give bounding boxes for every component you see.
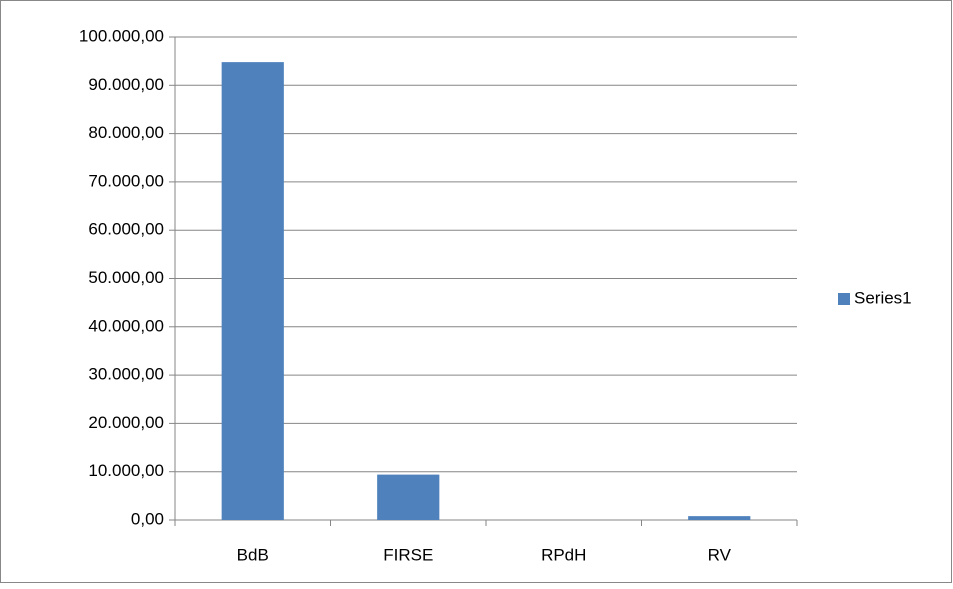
y-tick-label: 100.000,00 — [79, 26, 164, 45]
y-tick-label: 90.000,00 — [88, 75, 164, 94]
y-tick-label: 60.000,00 — [88, 220, 164, 239]
y-tick-label: 80.000,00 — [88, 123, 164, 142]
legend-label: Series1 — [854, 288, 912, 307]
bar — [221, 62, 284, 521]
y-tick-label: 10.000,00 — [88, 461, 164, 480]
y-tick-label: 70.000,00 — [88, 171, 164, 190]
y-tick-label: 40.000,00 — [88, 316, 164, 335]
x-tick-label: BdB — [237, 545, 269, 564]
x-tick-label: FIRSE — [383, 545, 433, 564]
legend-swatch — [838, 293, 850, 305]
y-tick-label: 30.000,00 — [88, 365, 164, 384]
y-tick-label: 20.000,00 — [88, 413, 164, 432]
y-tick-label: 50.000,00 — [88, 268, 164, 287]
y-tick-label: 0,00 — [131, 509, 164, 528]
x-tick-label: RV — [708, 545, 732, 564]
bar — [377, 474, 440, 520]
bar — [688, 516, 751, 520]
x-tick-label: RPdH — [541, 545, 586, 564]
